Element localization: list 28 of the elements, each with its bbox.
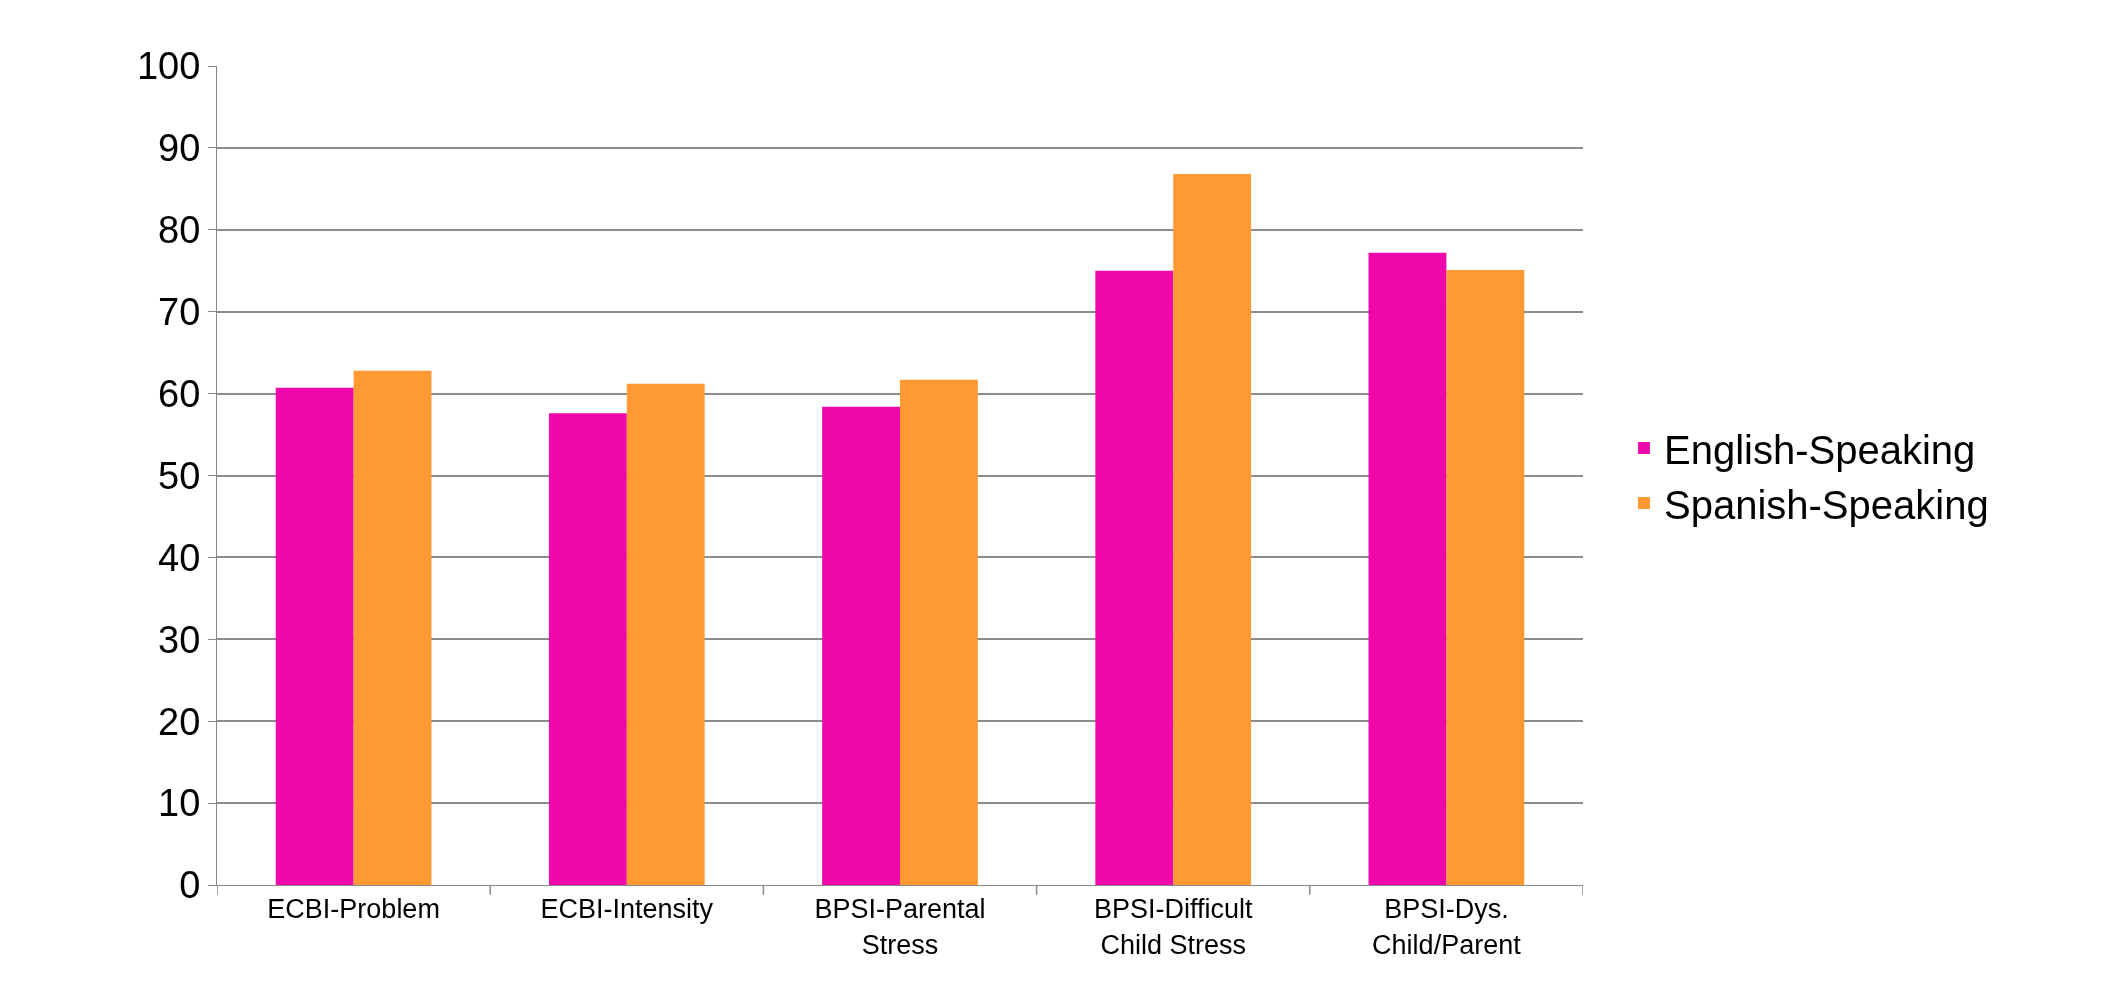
y-tick-label: 90 <box>158 127 201 170</box>
bar <box>548 413 627 885</box>
y-tick-label: 30 <box>158 618 201 661</box>
y-tick-label: 70 <box>158 291 201 333</box>
bar <box>1095 270 1174 885</box>
bar <box>822 406 900 885</box>
bar <box>275 387 354 885</box>
x-tick-label: BPSI-Parental Stress <box>814 894 986 960</box>
x-tick-label: ECBI-Problem <box>267 894 440 925</box>
y-tick-label: 50 <box>158 454 201 497</box>
bar <box>353 370 432 885</box>
x-tick-label: BPSI-Dys. Child/Parent <box>1372 894 1522 960</box>
y-tick-label: 80 <box>158 209 201 252</box>
y-tick-label: 10 <box>158 782 201 825</box>
legend-label: Spanish-Speaking <box>1663 482 1989 527</box>
x-tick-label: ECBI-Intensity <box>540 894 714 925</box>
y-tick-label: 0 <box>179 864 201 907</box>
bar <box>1173 174 1252 885</box>
x-tick-label: BPSI-Difficult Child Stress <box>1093 894 1253 960</box>
bar <box>1446 269 1525 885</box>
bar <box>626 383 705 885</box>
legend-label: English-Speaking <box>1663 427 1976 472</box>
y-tick-label: 60 <box>158 372 201 415</box>
bar <box>1368 252 1447 885</box>
y-tick-label: 20 <box>158 700 201 743</box>
bar <box>900 379 978 885</box>
y-tick-label: 40 <box>158 536 201 579</box>
y-tick-label: 100 <box>136 45 201 88</box>
